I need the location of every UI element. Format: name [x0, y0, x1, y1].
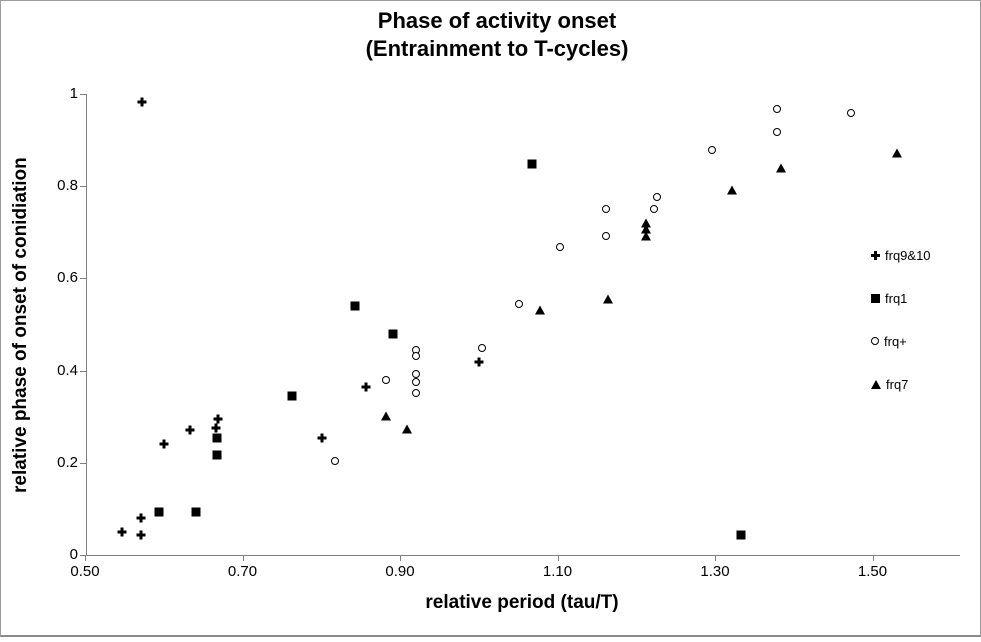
plus-marker-icon	[871, 250, 880, 260]
x-tick-label: 0.70	[227, 563, 258, 580]
point-frq	[773, 127, 782, 136]
y-tick	[80, 278, 87, 280]
point-frq9-10	[137, 97, 147, 107]
point-frq1	[154, 507, 164, 517]
x-tick-label: 0.50	[70, 563, 100, 580]
legend-item-frq7: frq7	[871, 376, 931, 392]
point-frq	[847, 108, 856, 117]
point-frq	[652, 192, 661, 201]
point-frq	[514, 299, 523, 308]
point-frq7	[640, 231, 651, 241]
x-tick-label: 1.50	[857, 563, 888, 580]
y-tick-label: 0	[69, 546, 78, 563]
point-frq	[555, 243, 564, 252]
point-frq	[602, 231, 611, 240]
point-frq9-10	[317, 433, 327, 443]
x-tick	[85, 556, 86, 561]
point-frq1	[212, 433, 222, 443]
y-tick	[80, 186, 87, 188]
point-frq1	[388, 329, 398, 339]
point-frq7	[776, 163, 787, 173]
square-marker-icon	[871, 293, 880, 303]
x-tick-label: 1.30	[700, 563, 730, 580]
y-tick-label: 1	[69, 85, 78, 102]
y-tick-label: 0.8	[57, 177, 78, 195]
chart-title-line2: (Entrainment to T-cycles)	[365, 36, 629, 61]
point-frq9-10	[211, 423, 221, 433]
legend-item-frq: frq+	[871, 333, 931, 349]
y-tick-label: 0.6	[57, 269, 78, 287]
x-tick	[242, 556, 244, 561]
x-tick	[872, 556, 874, 561]
chart-title: Phase of activity onset (Entrainment to …	[97, 7, 897, 63]
point-frq	[411, 351, 420, 360]
point-frq1	[736, 530, 746, 540]
chart-title-line1: Phase of activity onset	[377, 8, 617, 33]
circle-marker-icon	[871, 337, 879, 345]
point-frq7	[640, 224, 651, 234]
point-frq7	[535, 305, 546, 315]
point-frq	[477, 344, 486, 352]
point-frq	[381, 375, 390, 384]
point-frq9-10	[136, 513, 146, 523]
y-tick	[80, 462, 87, 464]
legend-item-frq9-10: frq9&10	[871, 247, 931, 263]
legend-label: frq7	[886, 376, 909, 392]
point-frq	[707, 145, 716, 154]
point-frq1	[350, 301, 360, 311]
legend-label: frq1	[885, 290, 908, 306]
legend-item-frq1: frq1	[871, 290, 931, 306]
point-frq1	[527, 159, 537, 169]
point-frq	[773, 104, 782, 113]
point-frq	[330, 456, 339, 465]
point-frq	[602, 204, 611, 213]
x-axis-title: relative period (tau/T)	[425, 592, 619, 613]
point-frq7	[380, 411, 391, 421]
legend: frq9&10 frq1 frq+ frq7	[871, 247, 931, 419]
point-frq	[411, 369, 420, 378]
x-tick	[400, 556, 401, 561]
point-frq9-10	[159, 439, 169, 449]
x-tick	[715, 556, 716, 561]
point-frq7	[726, 185, 737, 195]
point-frq1	[212, 450, 222, 460]
point-frq9-10	[117, 527, 127, 537]
x-axis-line	[85, 555, 960, 556]
point-frq9-10	[213, 414, 223, 424]
point-frq	[411, 389, 420, 398]
point-frq7	[602, 294, 613, 304]
point-frq7	[640, 218, 651, 228]
point-frq9-10	[185, 425, 195, 435]
y-tick-label: 0.4	[57, 361, 78, 379]
y-tick	[80, 94, 87, 95]
triangle-marker-icon	[871, 379, 881, 389]
legend-label: frq9&10	[885, 247, 931, 263]
y-tick	[80, 370, 87, 372]
point-frq1	[191, 507, 201, 517]
point-frq1	[287, 391, 297, 401]
point-frq9-10	[361, 382, 371, 392]
point-frq9-10	[136, 530, 146, 540]
x-tick-label: 0.90	[385, 563, 415, 580]
point-frq7	[402, 424, 413, 434]
legend-label: frq+	[884, 333, 907, 349]
point-frq	[650, 204, 659, 213]
y-axis-line	[86, 94, 87, 556]
point-frq7	[891, 148, 902, 158]
x-tick-label: 1.10	[542, 563, 573, 580]
y-tick	[80, 555, 87, 556]
point-frq9-10	[474, 357, 484, 367]
point-frq	[411, 378, 420, 387]
x-tick	[557, 556, 559, 561]
y-tick-label: 0.2	[57, 453, 78, 471]
